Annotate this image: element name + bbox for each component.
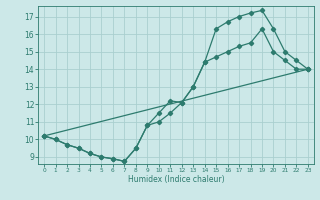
X-axis label: Humidex (Indice chaleur): Humidex (Indice chaleur) xyxy=(128,175,224,184)
